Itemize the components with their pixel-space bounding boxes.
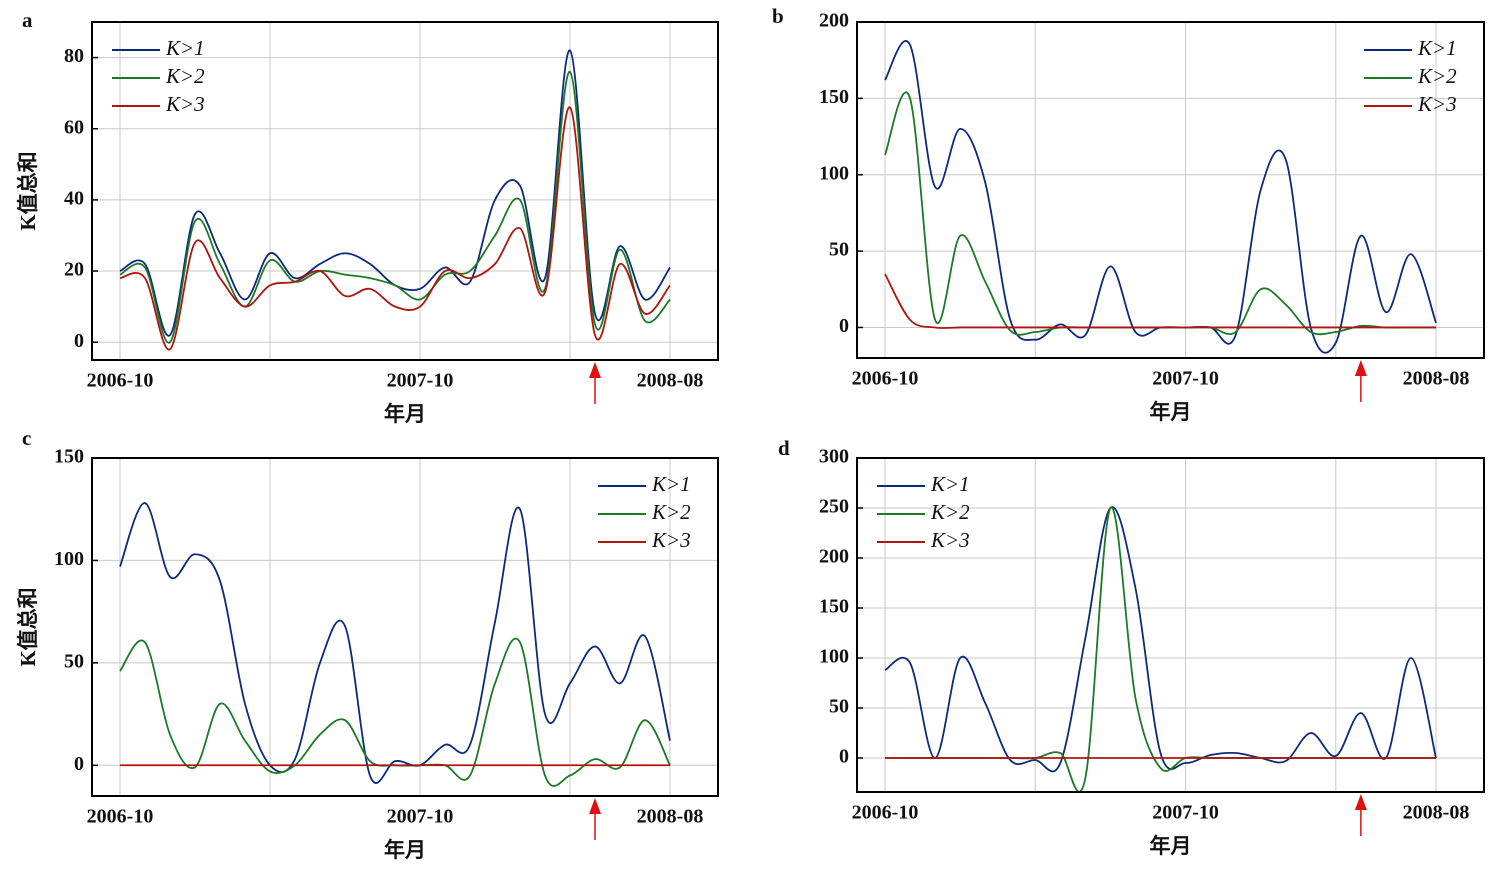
legend-label: K>2: [651, 500, 691, 524]
x-tick-label: 2007-10: [387, 806, 454, 828]
y-tick-label: 150: [819, 86, 849, 108]
legend-label: K>3: [1417, 92, 1457, 116]
panel-label: a: [22, 8, 33, 32]
series-line: [884, 506, 1437, 773]
plot-frame: [856, 457, 1485, 793]
y-tick-label: 250: [819, 496, 849, 518]
series-line: [119, 637, 671, 787]
plot-frame: [91, 21, 719, 361]
legend-label: K>2: [930, 500, 970, 524]
panel-label: b: [772, 4, 784, 28]
legend-label: K>2: [1417, 64, 1457, 88]
y-tick-label: 0: [74, 330, 84, 352]
series-line: [884, 40, 1437, 354]
legend-label: K>3: [930, 528, 970, 552]
y-tick-label: 200: [819, 10, 849, 32]
panel: a 2006-10 2007-10 2008-08 0 20 40 60 80 年月 K值总和 K>1…: [16, 8, 719, 426]
y-tick-label: 50: [829, 239, 849, 261]
y-tick-label: 100: [54, 548, 84, 570]
x-tick-label: 2007-10: [387, 370, 454, 392]
y-tick-label: 150: [54, 446, 84, 468]
series-line: [884, 273, 1436, 329]
y-tick-label: 200: [819, 546, 849, 568]
legend-label: K>1: [1417, 36, 1457, 60]
x-axis-label: 年月: [384, 838, 426, 862]
y-tick-label: 20: [64, 259, 84, 281]
x-tick-label: 2006-10: [852, 368, 919, 390]
legend-label: K>3: [165, 92, 205, 116]
x-axis-label: 年月: [1150, 400, 1192, 424]
legend-label: K>3: [651, 528, 691, 552]
x-tick-label: 2006-10: [87, 806, 154, 828]
y-tick-label: 150: [819, 596, 849, 618]
series-line: [119, 49, 671, 337]
x-tick-label: 2008-08: [1403, 802, 1470, 824]
y-tick-label: 0: [839, 746, 849, 768]
y-tick-label: 40: [64, 187, 84, 209]
x-tick-label: 2008-08: [637, 806, 704, 828]
arrow-head: [589, 362, 601, 378]
series-line: [119, 70, 671, 344]
y-axis-label: K值总和: [16, 587, 40, 666]
legend-label: K>2: [165, 64, 205, 88]
plot-frame: [856, 21, 1485, 359]
x-tick-label: 2006-10: [852, 802, 919, 824]
panel: c 2006-10 2007-10 2008-08 0 50 100 150 年月 K值总和 K>1…: [16, 426, 719, 862]
panel-label: d: [778, 436, 790, 460]
y-tick-label: 300: [819, 446, 849, 468]
panel-label: c: [22, 426, 31, 450]
legend-label: K>1: [651, 472, 691, 496]
y-tick-label: 80: [64, 45, 84, 67]
plot-frame: [91, 457, 719, 797]
y-tick-label: 60: [64, 116, 84, 138]
series-line: [884, 91, 1436, 336]
legend-label: K>1: [930, 472, 970, 496]
panel: b 2006-10 2007-10 2008-08 0 50 100 150 200 年月 K>1 K…: [772, 4, 1485, 424]
y-tick-label: 100: [819, 162, 849, 184]
y-tick-label: 0: [74, 753, 84, 775]
arrow-head: [589, 798, 601, 814]
x-tick-label: 2006-10: [87, 370, 154, 392]
x-tick-label: 2007-10: [1152, 802, 1219, 824]
y-tick-label: 50: [64, 650, 84, 672]
y-tick-label: 0: [839, 315, 849, 337]
panel: d 2006-10 2007-10 2008-08 0 50 100 150 200 250 300…: [778, 436, 1485, 858]
y-axis-label: K值总和: [16, 151, 40, 230]
x-axis-label: 年月: [384, 402, 426, 426]
x-axis-label: 年月: [1150, 834, 1192, 858]
x-tick-label: 2007-10: [1152, 368, 1219, 390]
y-tick-label: 50: [829, 696, 849, 718]
x-tick-label: 2008-08: [637, 370, 704, 392]
y-tick-label: 100: [819, 646, 849, 668]
series-line: [119, 106, 671, 351]
arrow-head: [1354, 794, 1367, 810]
series-line: [119, 502, 671, 784]
arrow-head: [1354, 360, 1367, 376]
x-tick-label: 2008-08: [1403, 368, 1470, 390]
legend-label: K>1: [165, 36, 205, 60]
